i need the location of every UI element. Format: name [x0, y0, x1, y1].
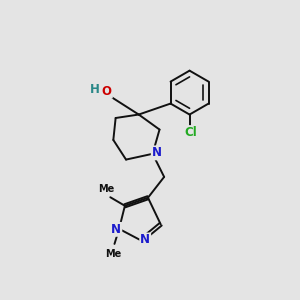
Text: Me: Me	[105, 248, 122, 259]
Text: N: N	[152, 146, 162, 159]
Text: O: O	[102, 85, 112, 98]
Text: Cl: Cl	[184, 126, 197, 139]
Text: N: N	[111, 223, 121, 236]
Text: N: N	[140, 233, 150, 247]
Text: Me: Me	[98, 184, 115, 194]
Text: H: H	[90, 83, 100, 96]
